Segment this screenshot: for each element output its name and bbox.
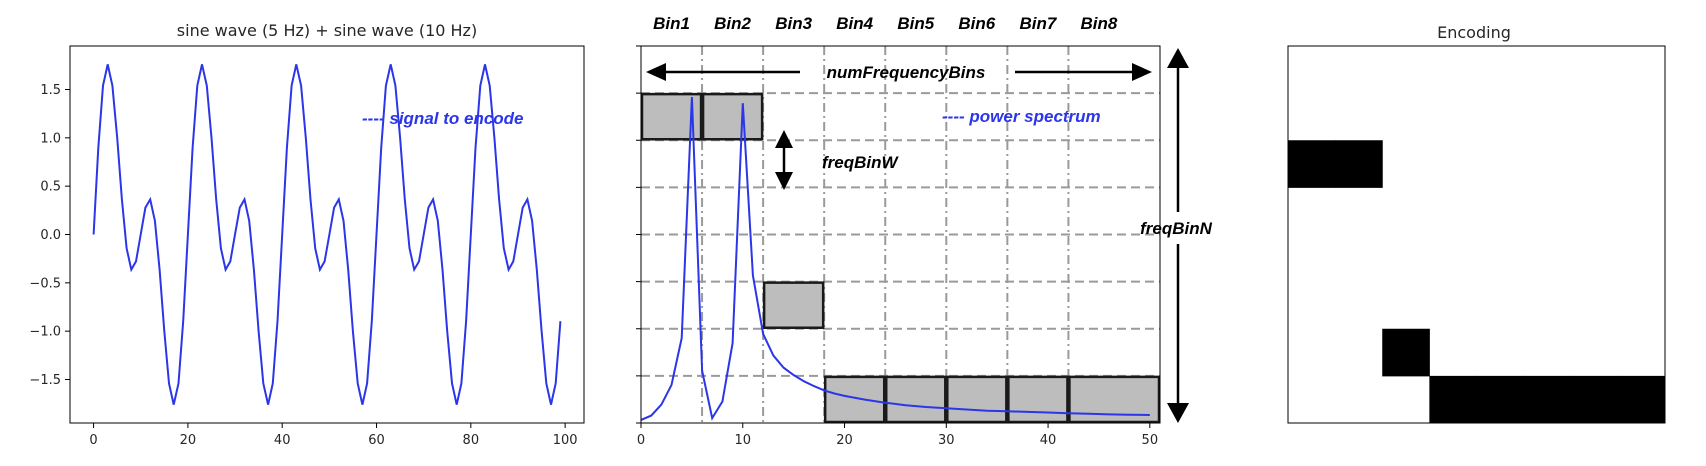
signal-x-tick-label: 40 (274, 433, 291, 448)
signal-y-tick-label: 1.0 (40, 131, 61, 146)
spectrum-x-tick-label: 20 (836, 433, 853, 448)
freq-bin-n-arrow (1167, 48, 1189, 423)
signal-y-tick-label: −1.5 (29, 373, 61, 388)
freq-bin-n-label: freqBinN (1140, 219, 1213, 238)
encoding-title: Encoding (1437, 23, 1511, 42)
signal-chart-title: sine wave (5 Hz) + sine wave (10 Hz) (177, 21, 477, 40)
spectrum-legend: ---- power spectrum (942, 107, 1101, 126)
freq-bin-w-arrow (775, 130, 793, 190)
encoding-cells (1288, 140, 1666, 424)
bin-box (1007, 375, 1069, 424)
spectrum-x-tick-label: 40 (1040, 433, 1057, 448)
signal-x-tick-label: 60 (368, 433, 385, 448)
spectrum-x-tick-label: 0 (637, 433, 645, 448)
bin-box (701, 92, 764, 141)
signal-legend: ---- signal to encode (362, 109, 524, 128)
signal-y-tick-label: 0.5 (40, 180, 61, 195)
signal-y-tick-label: −1.0 (29, 325, 61, 340)
encoding-cell (1429, 375, 1477, 424)
signal-y-tick-label: 1.5 (40, 83, 61, 98)
encoding-cell (1570, 375, 1619, 424)
encoding-cell (1617, 375, 1666, 424)
encoding-cell (1335, 140, 1383, 188)
encoding-cell (1288, 140, 1336, 188)
signal-chart: sine wave (5 Hz) + sine wave (10 Hz) 0 20… (29, 21, 585, 448)
bin-label: Bin6 (958, 14, 995, 33)
num-frequency-bins-arrow (646, 63, 1152, 81)
signal-y-tick-label: −0.5 (29, 276, 61, 291)
encoding-cell (1476, 375, 1525, 424)
spectrum-diagram: Bin1 Bin2 Bin3 Bin4 Bin5 Bin6 Bin7 Bin8 0 10 20 30… (636, 14, 1213, 448)
spectrum-line (640, 97, 1150, 421)
signal-line (92, 64, 562, 405)
freq-bin-w-label: freqBinW (822, 153, 900, 172)
bin-label: Bin5 (897, 14, 934, 33)
spectrum-x-tick-label: 50 (1142, 433, 1159, 448)
encoding-frame (1287, 45, 1666, 424)
bin-label: Bin1 (653, 14, 690, 33)
signal-x-tick-label: 100 (553, 433, 578, 448)
encoding-matrix: Encoding (1287, 23, 1666, 424)
bin-box (946, 375, 1008, 424)
bin-label: Bin4 (836, 14, 873, 33)
signal-chart-frame (69, 45, 585, 424)
bin-label: Bin3 (775, 14, 812, 33)
encoding-cell (1523, 375, 1572, 424)
bin-box (823, 375, 886, 424)
bin-box (884, 375, 947, 424)
bin-label: Bin8 (1081, 14, 1118, 33)
spectrum-x-tick-label: 30 (938, 433, 955, 448)
num-frequency-bins-label: numFrequencyBins (827, 63, 986, 82)
bin-label: Bin7 (1019, 14, 1057, 33)
bin-boxes (640, 92, 1161, 424)
bin-label: Bin2 (714, 14, 751, 33)
signal-x-tick-label: 20 (180, 433, 197, 448)
signal-x-tick-label: 0 (89, 433, 97, 448)
spectrum-chart-ticks: 0 10 20 30 40 50 (636, 45, 1159, 448)
signal-chart-ticks: 0 20 40 60 80 100 −1.5 −1.0 −0.5 0.0 0.5 1.0 1.5 (29, 83, 577, 448)
encoding-cell (1382, 328, 1430, 377)
spectrum-x-tick-label: 10 (734, 433, 751, 448)
bin-box (762, 281, 825, 329)
signal-x-tick-label: 80 (463, 433, 480, 448)
signal-y-tick-label: 0.0 (40, 228, 61, 243)
bin-labels: Bin1 Bin2 Bin3 Bin4 Bin5 Bin6 Bin7 Bin8 (653, 14, 1118, 33)
